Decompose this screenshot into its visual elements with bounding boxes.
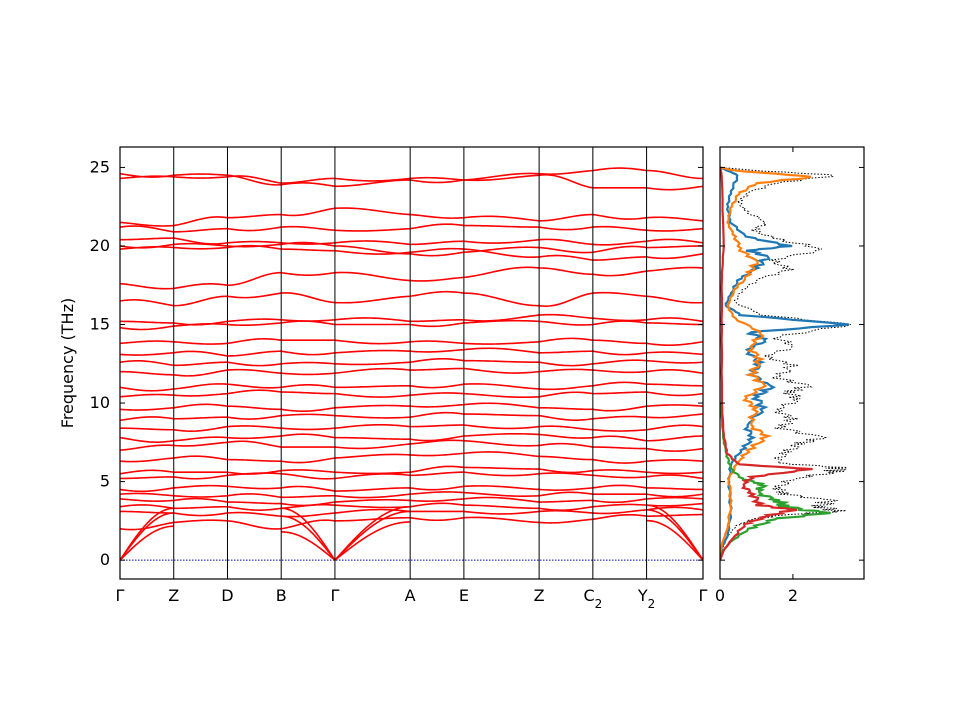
phonon-band — [120, 173, 703, 191]
phonon-band — [120, 337, 703, 347]
kpoint-label: A — [405, 586, 416, 605]
acoustic-branch — [334, 521, 411, 561]
acoustic-branch — [646, 509, 703, 561]
phonon-band — [120, 357, 703, 367]
phonon-band — [120, 411, 703, 422]
band-x-axis: Γ Z D B Γ A E Z C2 Y2 Γ — [116, 586, 708, 611]
dos-curve — [720, 402, 831, 561]
dos-curve — [720, 166, 850, 561]
dos-curve — [720, 166, 851, 561]
phonon-bands — [120, 167, 703, 561]
kpoint-label: B — [276, 586, 287, 605]
acoustic-branch — [646, 504, 703, 561]
kpoint-label: Γ — [330, 586, 339, 605]
kpoint-label: E — [459, 586, 469, 605]
phonon-band — [120, 367, 703, 377]
y-tick-label: 0 — [100, 550, 110, 569]
y-axis-label: Frequency (THz) — [58, 298, 77, 428]
dos-axes-frame — [719, 146, 865, 580]
acoustic-branch — [120, 525, 174, 561]
acoustic-branch — [334, 505, 411, 561]
phonon-band — [120, 389, 703, 399]
phonon-band — [120, 423, 703, 432]
phonon-band — [120, 451, 703, 464]
dos-curve — [720, 167, 813, 561]
kpoint-label: D — [221, 586, 233, 605]
acoustic-branch — [281, 507, 336, 561]
phonon-band — [120, 491, 703, 499]
kpoint-label: Z — [534, 586, 545, 605]
y-tick-label: 15 — [90, 315, 110, 334]
kpoint-label: Γ — [699, 586, 708, 605]
dos-curves — [720, 166, 851, 561]
phonon-band — [120, 223, 703, 233]
phonon-band — [120, 347, 703, 357]
high-symmetry-lines — [173, 147, 648, 579]
y-tick-label: 5 — [100, 472, 110, 491]
phonon-band — [120, 465, 703, 475]
acoustic-branch — [334, 510, 411, 561]
phonon-band — [120, 484, 703, 493]
phonon-band — [120, 381, 703, 392]
acoustic-branch — [120, 507, 174, 561]
acoustic-branch — [646, 519, 703, 561]
kpoint-label: Z — [168, 586, 179, 605]
band-axes-frame — [119, 146, 704, 580]
phonon-band — [120, 167, 703, 188]
phonon-band — [120, 207, 703, 227]
y-tick-label: 20 — [90, 236, 110, 255]
dos-x-tick-label: 0 — [715, 586, 725, 605]
phonon-band — [120, 471, 703, 480]
phonon-band — [120, 502, 703, 511]
kpoint-label: C2 — [583, 586, 602, 611]
band-y-axis: 0 5 10 15 20 25 — [90, 157, 703, 569]
y-tick-label: 10 — [90, 393, 110, 412]
phonon-band — [120, 402, 703, 412]
phonon-band — [120, 439, 703, 452]
kpoint-label: Γ — [116, 586, 125, 605]
dos-x-tick-label: 2 — [788, 586, 798, 605]
phonon-band — [120, 266, 703, 290]
dos-y-ticks — [720, 166, 864, 561]
phonon-band — [120, 237, 703, 246]
phonon-band — [120, 513, 703, 531]
phonon-band — [120, 290, 703, 307]
acoustic-branch — [281, 515, 336, 561]
acoustic-branch — [281, 531, 336, 561]
phonon-band — [120, 432, 703, 443]
y-tick-label: 25 — [90, 157, 110, 176]
dos-curve — [720, 166, 812, 561]
kpoint-label: Y2 — [637, 586, 655, 611]
band-structure-panel: 0 5 10 15 20 25 Γ Z D B Γ A E Z C2 Y2 Γ Frequency (THz) — [58, 146, 708, 611]
